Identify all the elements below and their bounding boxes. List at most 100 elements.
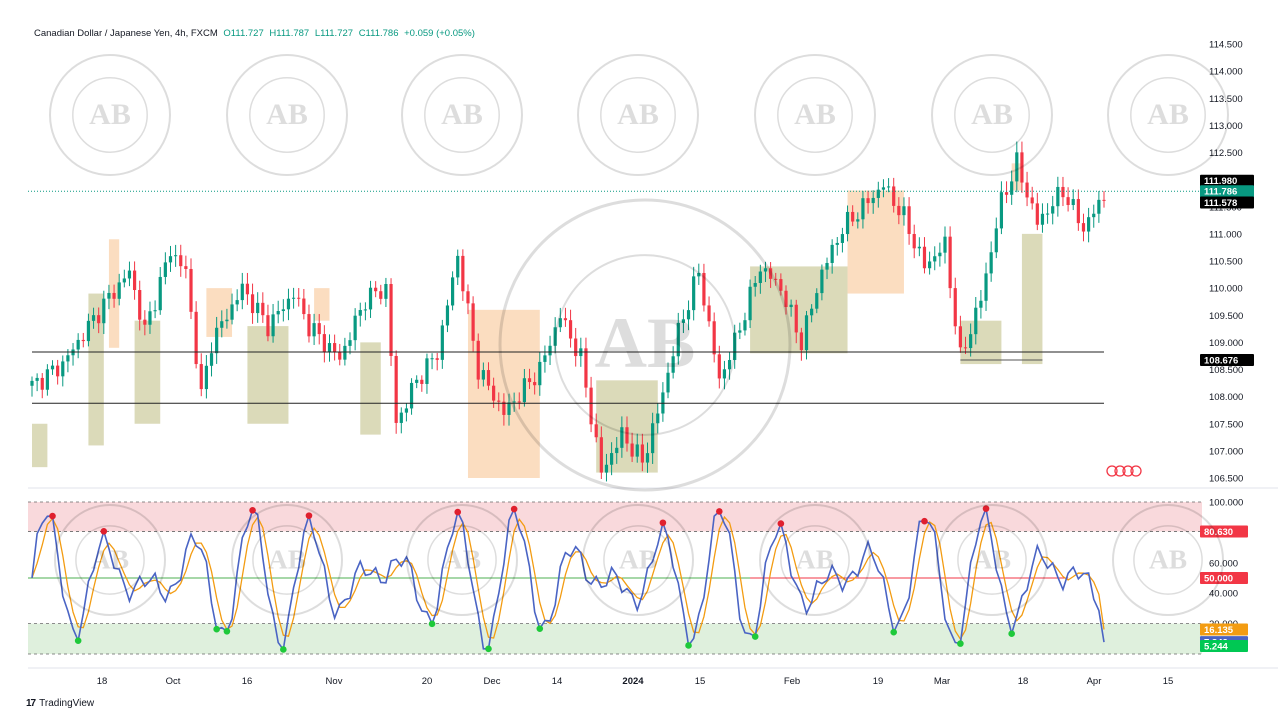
watermark-letters: AB bbox=[1149, 543, 1187, 574]
candle bbox=[1092, 213, 1096, 218]
candle bbox=[445, 305, 450, 326]
symbol-title[interactable]: Canadian Dollar / Japanese Yen, 4h, FXCM bbox=[34, 28, 218, 39]
oversold-dot bbox=[536, 625, 544, 632]
candle bbox=[302, 298, 306, 315]
alert-marker-icon[interactable] bbox=[1114, 465, 1126, 477]
candle bbox=[604, 464, 609, 473]
candle bbox=[35, 377, 39, 381]
time-tick-label: 2024 bbox=[622, 676, 644, 687]
candle bbox=[425, 358, 429, 384]
candle bbox=[912, 233, 916, 249]
candle bbox=[574, 338, 578, 357]
watermark-ring bbox=[49, 54, 171, 176]
candle bbox=[707, 305, 711, 322]
candle bbox=[527, 378, 532, 383]
candle bbox=[333, 343, 337, 353]
tradingview-logo-icon: 17 bbox=[26, 698, 36, 709]
candle bbox=[953, 288, 957, 327]
candle bbox=[876, 189, 880, 198]
candle bbox=[440, 325, 444, 360]
watermark-inner-ring bbox=[1130, 77, 1206, 153]
oversold-dot bbox=[213, 625, 220, 633]
candle bbox=[486, 370, 491, 386]
candle bbox=[466, 291, 470, 304]
oversold-dot bbox=[223, 627, 231, 635]
watermark-inner-ring bbox=[75, 525, 145, 595]
candle bbox=[651, 423, 655, 454]
candle bbox=[343, 345, 347, 360]
candle bbox=[1097, 199, 1101, 214]
watermark-ring bbox=[936, 504, 1048, 616]
candle bbox=[584, 348, 588, 388]
oversold-dot bbox=[957, 640, 964, 647]
watermark-letters: AB bbox=[971, 98, 1013, 131]
candle bbox=[230, 304, 234, 320]
candle bbox=[430, 358, 434, 360]
candle bbox=[568, 320, 573, 339]
watermark-inner-ring bbox=[72, 77, 148, 153]
candle bbox=[748, 286, 752, 321]
demand-zone bbox=[247, 326, 289, 424]
candle bbox=[794, 304, 798, 333]
candle bbox=[907, 206, 911, 234]
time-tick-label: 20 bbox=[422, 676, 433, 687]
candle bbox=[738, 330, 742, 333]
candle bbox=[845, 211, 850, 235]
candle bbox=[681, 319, 686, 323]
candle bbox=[881, 187, 886, 190]
candle bbox=[686, 310, 691, 320]
osc-tag bbox=[1200, 623, 1248, 636]
candle bbox=[91, 315, 96, 321]
alert-marker-icon[interactable] bbox=[1130, 465, 1142, 477]
watermark-ring bbox=[54, 504, 166, 616]
candle bbox=[886, 186, 891, 188]
price-tag bbox=[1200, 174, 1254, 187]
price-tick-label: 113.500 bbox=[1209, 94, 1243, 105]
candle bbox=[56, 365, 60, 377]
candle bbox=[481, 370, 485, 380]
time-axis: 18 Oct 16 Nov 20 Dec 14 2024 15 Feb 19 Mar 18 Apr 15 bbox=[97, 676, 1174, 687]
candle bbox=[835, 242, 839, 245]
candle bbox=[922, 246, 927, 269]
tradingview-logo[interactable]: 17 TradingView bbox=[26, 698, 94, 709]
time-tick-label: 18 bbox=[97, 676, 108, 687]
watermark-letters: AB bbox=[595, 302, 696, 383]
candle bbox=[338, 352, 342, 360]
candle bbox=[456, 255, 460, 278]
alert-marker-icon[interactable] bbox=[1106, 465, 1118, 477]
candle bbox=[825, 262, 829, 270]
candle bbox=[974, 307, 978, 335]
watermark-ring bbox=[1107, 54, 1229, 176]
candle bbox=[594, 424, 598, 438]
candle bbox=[225, 319, 229, 322]
candle bbox=[245, 283, 250, 295]
candle bbox=[502, 401, 506, 415]
oversold-dot bbox=[428, 620, 436, 628]
candle bbox=[476, 340, 480, 380]
candle bbox=[784, 290, 788, 308]
candle bbox=[543, 355, 547, 362]
time-tick-label: Oct bbox=[166, 676, 181, 687]
oscillator-pane[interactable]: 100.00060.00040.00020.00080.63050.00016.… bbox=[28, 498, 1248, 655]
price-tag-label: 111.578 bbox=[1204, 198, 1237, 209]
alert-marker-icon[interactable] bbox=[1122, 465, 1134, 477]
watermark-ring bbox=[754, 54, 876, 176]
tradingview-logo-text: TradingView bbox=[39, 698, 95, 709]
candle bbox=[702, 272, 706, 306]
candle bbox=[727, 359, 732, 370]
candle bbox=[312, 323, 316, 337]
candle bbox=[148, 311, 152, 325]
candle bbox=[620, 427, 624, 448]
candle bbox=[615, 447, 619, 454]
candle bbox=[1045, 213, 1050, 215]
candle bbox=[1066, 197, 1070, 206]
candle bbox=[492, 385, 496, 401]
candle bbox=[348, 340, 352, 346]
candle bbox=[933, 256, 937, 262]
time-tick-label: Nov bbox=[326, 676, 343, 687]
price-tick-label: 109.500 bbox=[1209, 311, 1243, 322]
time-tick-label: 19 bbox=[873, 676, 884, 687]
overbought-dot bbox=[777, 520, 785, 527]
price-tick-label: 111.000 bbox=[1209, 229, 1242, 240]
